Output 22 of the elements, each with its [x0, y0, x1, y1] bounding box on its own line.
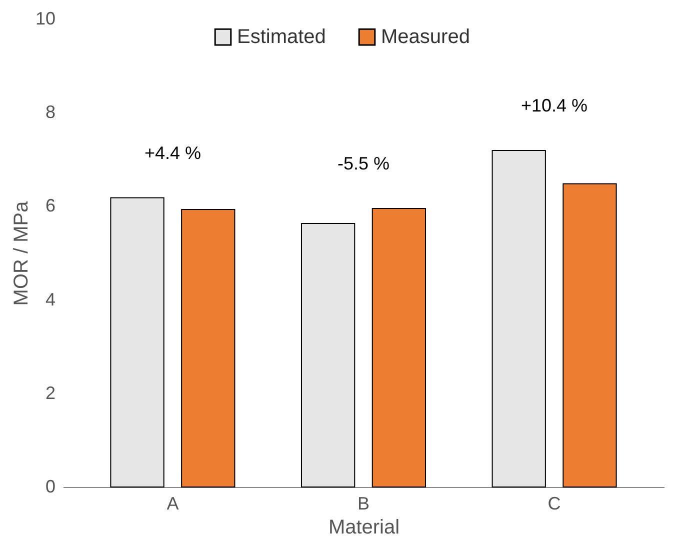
y-tick-label: 10 [35, 8, 56, 28]
x-tick-label: A [166, 494, 179, 514]
bar [181, 208, 236, 488]
bar [372, 208, 426, 488]
annotation: +4.4 % [144, 142, 201, 163]
annotation: -5.5 % [337, 154, 390, 174]
y-tick-label: 0 [45, 476, 56, 496]
y-tick-label: 4 [45, 289, 56, 310]
legend-label: Measured [381, 26, 470, 48]
bar [300, 223, 356, 488]
legend-label: Estimated [237, 26, 326, 48]
annotation: +10.4 % [521, 96, 588, 116]
bar [110, 197, 164, 488]
bar [492, 150, 546, 488]
x-tick-label: C [548, 494, 561, 514]
y-tick-label: 6 [45, 196, 56, 216]
y-tick-label: 8 [45, 102, 56, 122]
y-axis-title: MOR / MPa [10, 200, 32, 306]
x-axis-title: Material [328, 516, 400, 538]
x-tick-label: B [357, 494, 370, 514]
y-tick-label: 2 [45, 382, 56, 403]
bar [562, 183, 617, 488]
